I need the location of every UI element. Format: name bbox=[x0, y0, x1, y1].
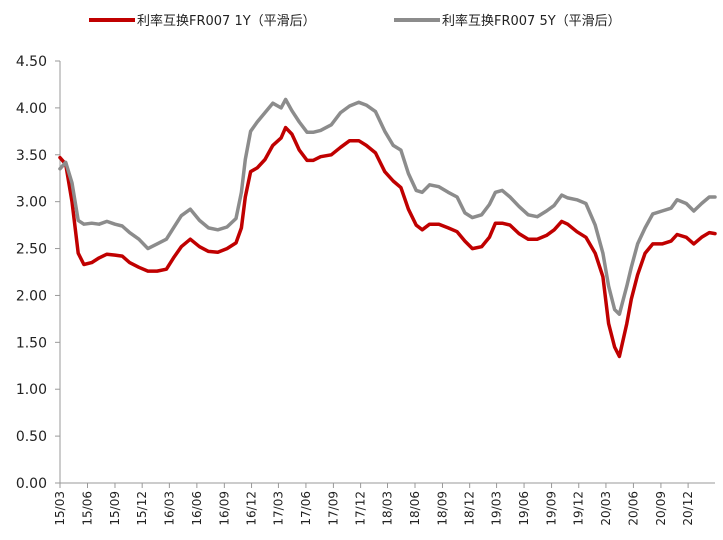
x-tick-label: 19/12 bbox=[572, 491, 586, 526]
legend-label-5y: 利率互换FR007 5Y（平滑后） bbox=[442, 13, 621, 29]
x-tick-label: 18/03 bbox=[381, 491, 395, 526]
x-tick-label: 19/03 bbox=[490, 491, 504, 526]
x-tick-label: 18/06 bbox=[408, 491, 422, 526]
legend-label-1y: 利率互换FR007 1Y（平滑后） bbox=[137, 13, 316, 29]
x-axis: 15/03 15/06 15/09 15/12 16/03 16/06 16/09 16/12… bbox=[53, 482, 715, 526]
y-tick-label: 1.50 bbox=[16, 335, 47, 351]
x-tick-label: 20/06 bbox=[626, 491, 640, 526]
y-tick-label: 2.50 bbox=[16, 242, 47, 258]
x-tick-label: 18/12 bbox=[463, 491, 477, 526]
x-tick-label: 20/09 bbox=[654, 491, 668, 526]
legend-item-1y: 利率互换FR007 1Y（平滑后） bbox=[89, 13, 316, 29]
x-tick-label: 16/09 bbox=[217, 491, 231, 526]
x-tick-label: 16/12 bbox=[245, 491, 259, 526]
y-tick-label: 2.00 bbox=[16, 288, 47, 304]
x-tick-label: 20/12 bbox=[681, 491, 695, 526]
y-axis: 0.00 0.50 1.00 1.50 2.00 2.50 3.00 3.50 4.00 4.50 bbox=[16, 54, 61, 492]
x-tick-label: 18/09 bbox=[435, 491, 449, 526]
y-tick-label: 4.00 bbox=[16, 101, 47, 117]
y-tick-label: 0.00 bbox=[16, 476, 47, 492]
x-tick-label: 16/06 bbox=[190, 491, 204, 526]
x-tick-label: 19/09 bbox=[545, 491, 559, 526]
y-tick-label: 1.00 bbox=[16, 382, 47, 398]
x-tick-label: 15/12 bbox=[135, 491, 149, 526]
x-tick-label: 16/03 bbox=[162, 491, 176, 526]
x-tick-label: 17/06 bbox=[299, 491, 313, 526]
x-tick-label: 19/06 bbox=[517, 491, 531, 526]
y-tick-label: 3.00 bbox=[16, 195, 47, 211]
x-tick-label: 15/09 bbox=[108, 491, 122, 526]
x-tick-label: 17/12 bbox=[354, 491, 368, 526]
y-tick-label: 4.50 bbox=[16, 54, 47, 70]
x-tick-label: 20/03 bbox=[599, 491, 613, 526]
plot-area bbox=[58, 97, 717, 359]
series-line-5y bbox=[58, 97, 717, 316]
series-line-1y bbox=[58, 125, 717, 359]
x-tick-label: 17/03 bbox=[271, 491, 285, 526]
x-tick-label: 15/03 bbox=[53, 491, 67, 526]
x-tick-label: 17/09 bbox=[326, 491, 340, 526]
legend: 利率互换FR007 1Y（平滑后） 利率互换FR007 5Y（平滑后） bbox=[89, 13, 621, 29]
legend-item-5y: 利率互换FR007 5Y（平滑后） bbox=[394, 13, 621, 29]
y-tick-label: 3.50 bbox=[16, 148, 47, 164]
y-tick-label: 0.50 bbox=[16, 429, 47, 445]
x-tick-label: 15/06 bbox=[80, 491, 94, 526]
